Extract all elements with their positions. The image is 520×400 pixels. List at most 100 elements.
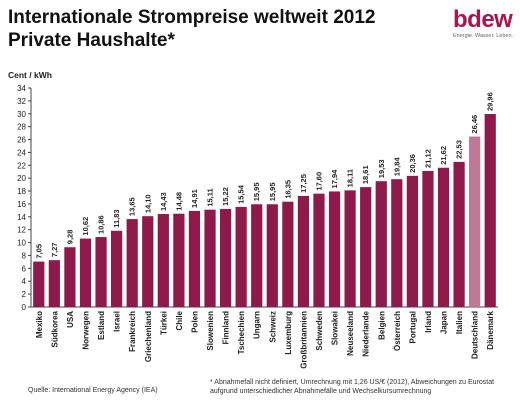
value-label: 17,94 xyxy=(330,169,339,189)
category-label: Estland xyxy=(97,311,106,340)
value-label: 20,36 xyxy=(408,154,417,173)
category-label: Israel xyxy=(113,311,122,332)
value-label: 14,48 xyxy=(174,192,183,211)
bars-group xyxy=(33,114,496,307)
y-tick-label: 14 xyxy=(17,213,26,222)
value-label: 22,53 xyxy=(455,140,464,159)
category-label: Niederlande xyxy=(362,310,371,356)
bar xyxy=(188,210,201,307)
bar xyxy=(173,213,185,307)
category-label: Ungarn xyxy=(253,311,262,339)
value-label: 21,12 xyxy=(423,149,432,168)
category-label: USA xyxy=(66,311,75,328)
value-label: 16,35 xyxy=(283,180,292,199)
value-label: 14,43 xyxy=(159,192,168,211)
footnote: * Abnahmefall nicht definiert, Umrechnun… xyxy=(210,379,495,395)
y-tick-label: 24 xyxy=(17,148,26,157)
logo-tagline: Energie. Wasser. Leben. xyxy=(453,33,514,39)
bar xyxy=(111,230,123,307)
y-tick-label: 34 xyxy=(17,84,26,93)
bar xyxy=(453,161,465,307)
bdew-logo: bdew Energie. Wasser. Leben. xyxy=(453,8,517,48)
value-label: 7,05 xyxy=(34,244,43,259)
y-tick-label: 6 xyxy=(22,264,27,273)
category-label: Luxemburg xyxy=(284,311,293,355)
bar xyxy=(360,187,372,307)
category-label: Chile xyxy=(175,310,184,330)
category-label: Mexiko xyxy=(35,311,44,338)
bar xyxy=(469,136,481,307)
category-label: Türkei xyxy=(159,311,168,335)
category-label: Norwegen xyxy=(81,311,90,350)
bar xyxy=(142,216,154,307)
category-label: Frankreich xyxy=(128,311,137,352)
bar xyxy=(157,214,169,307)
bar xyxy=(437,167,450,307)
value-label: 18,61 xyxy=(361,165,370,184)
y-tick-label: 20 xyxy=(17,174,26,183)
category-label: Tschechien xyxy=(237,311,246,355)
title-line-2: Private Haushalte* xyxy=(8,30,175,51)
category-label: Österreich xyxy=(393,311,402,351)
bar xyxy=(33,261,45,307)
y-tick-label: 10 xyxy=(17,239,26,248)
value-label: 15,95 xyxy=(268,182,277,201)
value-label: 21,62 xyxy=(439,146,448,165)
bar xyxy=(328,191,341,307)
category-label: Portugal xyxy=(408,311,417,343)
source-note: Quelle: International Energy Agency (IEA… xyxy=(28,387,158,394)
bar xyxy=(266,204,278,307)
bar xyxy=(313,193,325,307)
bar xyxy=(95,237,107,307)
bar xyxy=(297,195,310,307)
category-label: Neuseeland xyxy=(346,311,355,356)
value-label: 15,11 xyxy=(206,188,215,206)
y-tick-label: 22 xyxy=(17,161,26,170)
value-label: 15,95 xyxy=(252,182,261,201)
category-labels-group: Mexiko Südkorea USA Norwegen Estland Israel Fr… xyxy=(35,310,495,368)
y-tick-label: 12 xyxy=(17,226,26,235)
logo-wordmark: bdew xyxy=(453,6,513,33)
bar xyxy=(282,201,294,307)
bar xyxy=(204,209,216,307)
y-tick-label: 2 xyxy=(22,290,27,299)
value-label: 19,53 xyxy=(377,159,386,178)
y-tick-label: 32 xyxy=(17,97,26,106)
bar xyxy=(126,219,138,307)
value-label: 11,83 xyxy=(112,209,121,227)
value-label: 15,54 xyxy=(237,184,246,204)
y-tick-label: 26 xyxy=(17,136,26,145)
bar xyxy=(344,190,356,307)
category-label: Südkorea xyxy=(50,310,59,347)
value-label: 17,25 xyxy=(299,174,308,193)
value-labels-group: 7,05 7,27 9,28 10,62 10,86 11,83 13,65 14,10 14,… xyxy=(34,92,494,258)
bar xyxy=(79,238,92,307)
category-label: Schweiz xyxy=(268,311,277,343)
value-label: 18,11 xyxy=(346,169,355,187)
bar xyxy=(406,175,418,307)
category-label: Finnland xyxy=(222,311,231,344)
category-label: Italien xyxy=(455,311,464,334)
category-label: Griechenland xyxy=(144,311,153,362)
bar xyxy=(64,247,76,307)
category-label: Slowakei xyxy=(331,311,340,345)
value-label: 13,65 xyxy=(128,197,137,216)
value-label: 14,91 xyxy=(190,189,199,208)
bar xyxy=(251,204,263,307)
y-tick-label: 30 xyxy=(17,110,26,119)
value-label: 9,28 xyxy=(65,230,74,245)
chart-title: Internationale Strompreise weltweit 2012… xyxy=(8,6,375,52)
category-label: Deutschland xyxy=(471,311,480,359)
y-tick-label: 16 xyxy=(17,200,26,209)
category-label: Slowenien xyxy=(206,311,215,351)
value-label: 26,46 xyxy=(470,115,479,134)
bar xyxy=(484,114,496,307)
bar xyxy=(391,179,403,307)
y-tick-label: 0 xyxy=(22,303,27,312)
value-label: 17,60 xyxy=(314,172,323,191)
value-label: 10,86 xyxy=(97,215,106,234)
category-label: Dänemark xyxy=(486,310,495,349)
bar xyxy=(235,206,247,307)
